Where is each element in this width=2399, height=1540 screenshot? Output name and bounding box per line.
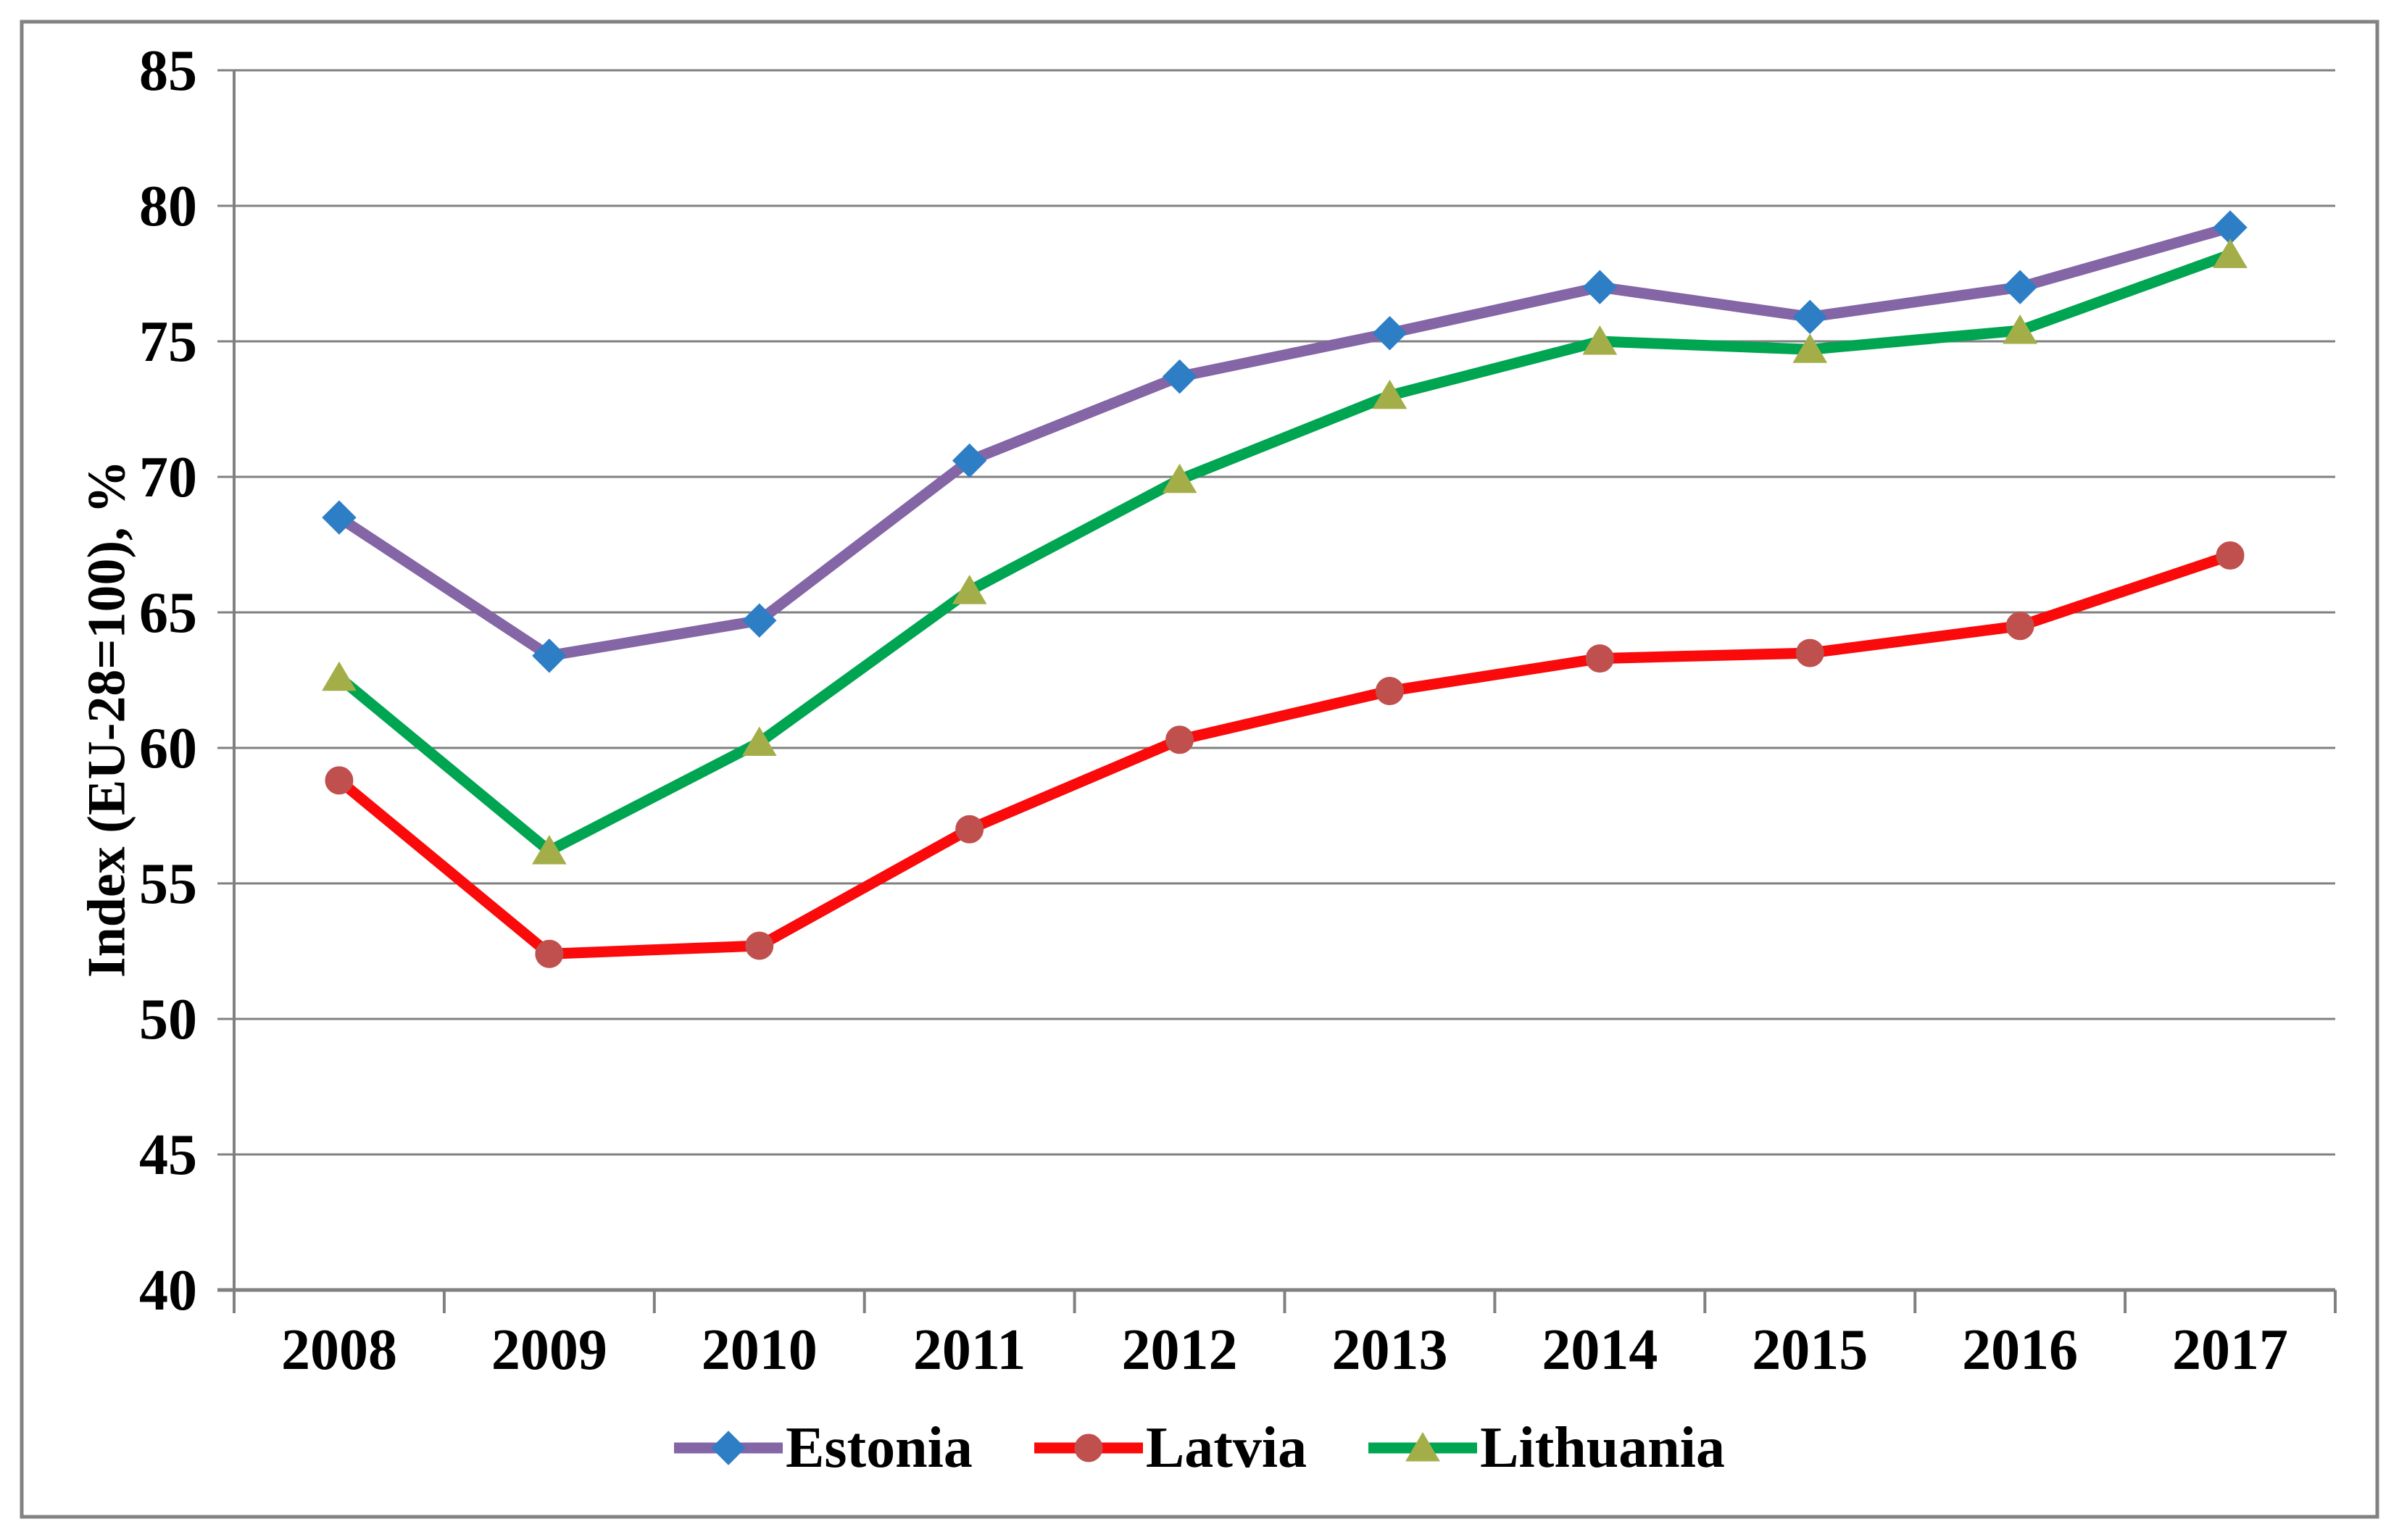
estonia-marker (2003, 270, 2037, 304)
y-tick-label: 55 (139, 852, 197, 916)
lithuania-marker (1582, 325, 1618, 355)
series-estonia (322, 210, 2248, 673)
legend-circle-icon (1074, 1433, 1103, 1462)
x-tick-label: 2009 (491, 1318, 607, 1382)
legend-diamond-icon (711, 1431, 746, 1465)
lithuania-marker (1792, 333, 1828, 363)
x-tick-label: 2017 (2172, 1318, 2288, 1382)
x-tick-label: 2012 (1122, 1318, 1238, 1382)
legend-label: Lithuania (1480, 1416, 1726, 1480)
y-tick-label: 65 (139, 581, 197, 645)
estonia-marker (1162, 359, 1197, 394)
estonia-marker (1372, 316, 1408, 351)
x-tick-label: 2015 (1752, 1318, 1868, 1382)
latvia-marker (2216, 541, 2245, 570)
y-tick-label: 85 (139, 39, 197, 103)
lithuania-line (333, 249, 2236, 857)
latvia-marker (1165, 725, 1194, 754)
y-tick-label: 40 (139, 1259, 197, 1323)
latvia-marker (1585, 644, 1614, 673)
y-axis-title: Index (EU-28=100), % (77, 459, 137, 978)
lithuania-marker (2213, 238, 2248, 268)
legend-swatch-lithuania (1368, 1432, 1478, 1462)
legend-item-lithuania: Lithuania (1368, 1415, 1725, 1481)
x-tick-label: 2016 (1962, 1318, 2078, 1382)
y-tick-label: 70 (139, 446, 197, 509)
lithuania-marker (741, 726, 777, 757)
legend-triangle-icon (1405, 1432, 1440, 1462)
legend: Estonia Latvia Lithuania (0, 1412, 2399, 1484)
estonia-line (333, 222, 2236, 662)
series-lithuania (322, 238, 2248, 865)
series-latvia (325, 541, 2245, 968)
y-tick-label: 60 (139, 717, 197, 781)
figure-border (20, 20, 2379, 1519)
legend-swatch-estonia (673, 1431, 783, 1465)
lithuania-marker (1372, 379, 1408, 409)
latvia-marker (1795, 638, 1824, 667)
legend-item-estonia: Estonia (673, 1415, 973, 1481)
legend-swatch-latvia (1034, 1433, 1143, 1462)
estonia-marker (532, 638, 567, 673)
latvia-line (333, 549, 2236, 960)
x-tick-label: 2013 (1331, 1318, 1447, 1382)
estonia-marker (322, 500, 357, 535)
legend-item-latvia: Latvia (1034, 1415, 1307, 1481)
y-tick-label: 45 (139, 1123, 197, 1187)
x-tick-label: 2011 (913, 1318, 1026, 1382)
latvia-marker (325, 766, 354, 795)
x-tick-label: 2010 (702, 1318, 818, 1382)
latvia-marker (1375, 676, 1404, 705)
lithuania-marker (531, 835, 567, 865)
y-tick-label: 50 (139, 988, 197, 1052)
legend-label: Estonia (785, 1416, 973, 1480)
lithuania-marker (952, 575, 987, 604)
x-tick-label: 2014 (1542, 1318, 1658, 1382)
estonia-marker (742, 603, 777, 638)
y-tick-label: 80 (139, 175, 197, 238)
latvia-marker (2005, 612, 2034, 641)
estonia-marker (1792, 299, 1827, 335)
y-tick-label: 75 (139, 310, 197, 374)
estonia-marker (952, 443, 987, 478)
lithuania-marker (1162, 463, 1197, 494)
lithuania-marker (322, 661, 357, 691)
latvia-marker (745, 931, 774, 960)
latvia-marker (535, 939, 564, 968)
estonia-marker (1582, 270, 1618, 304)
latvia-marker (955, 815, 984, 844)
x-tick-label: 2008 (281, 1318, 397, 1382)
lithuania-marker (2003, 315, 2038, 344)
legend-label: Latvia (1145, 1416, 1307, 1480)
